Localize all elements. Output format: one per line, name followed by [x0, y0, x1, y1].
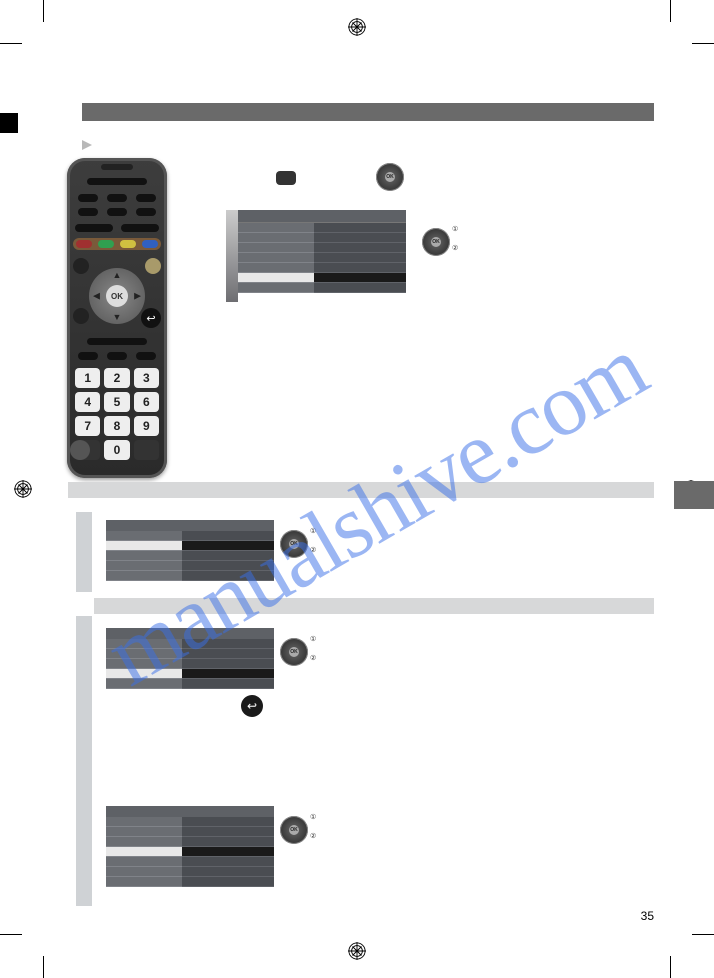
callout-label: ① [310, 527, 316, 535]
ok-dpad-icon [280, 530, 308, 558]
ok-dpad-icon [422, 228, 450, 256]
crop-mark [692, 934, 714, 935]
callout-label: ② [310, 832, 316, 840]
ok-dpad-icon [280, 638, 308, 666]
page-number: 35 [641, 909, 654, 923]
arrow-right-icon [82, 140, 92, 150]
crop-mark [692, 43, 714, 44]
section-title-bar [68, 482, 654, 498]
step-number-icon [70, 440, 90, 460]
block-side-tab [76, 616, 92, 906]
block-side-tab [76, 512, 92, 592]
crop-mark [670, 956, 671, 978]
crop-mark [43, 956, 44, 978]
crop-mark [0, 934, 22, 935]
menu-panel [106, 520, 274, 581]
callout-label: ② [452, 244, 458, 252]
header-bar [82, 103, 654, 121]
callout-label: ① [452, 225, 458, 233]
registration-mark-icon [14, 480, 32, 498]
crop-mark [0, 43, 22, 44]
side-gradient [226, 210, 238, 302]
callout-label: ① [310, 635, 316, 643]
return-icon: ↩ [241, 695, 263, 717]
back-button-icon: ↩ [141, 308, 161, 328]
registration-mark-icon [348, 942, 366, 960]
menu-button-icon [276, 171, 296, 185]
callout-label: ② [310, 546, 316, 554]
crop-mark [670, 0, 671, 22]
callout-label: ① [310, 813, 316, 821]
crop-mark [43, 0, 44, 22]
edge-tab [0, 113, 18, 133]
callout-label: ② [310, 654, 316, 662]
menu-panel [106, 806, 274, 887]
registration-mark-icon [348, 18, 366, 36]
remote-control: ▲ ▼ ◀ ▶ ↩ 123 456 789 0 [67, 158, 167, 478]
section-title-bar [94, 598, 654, 614]
menu-panel [238, 210, 406, 293]
ok-dpad-icon [280, 816, 308, 844]
dpad: ▲ ▼ ◀ ▶ [89, 268, 145, 324]
ok-dpad-icon [376, 163, 404, 191]
menu-panel [106, 628, 274, 689]
side-tab [674, 481, 714, 509]
